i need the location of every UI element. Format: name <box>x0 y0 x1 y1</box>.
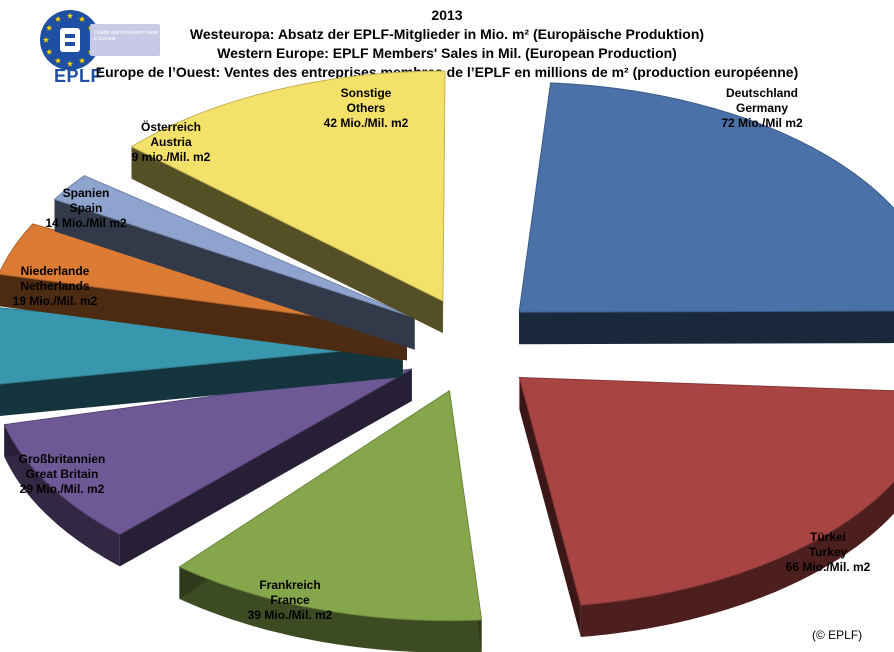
slice-top-others <box>130 70 446 302</box>
slice-top-germany <box>518 82 894 313</box>
copyright-note: (© EPLF) <box>812 628 863 642</box>
label-france-en: France <box>270 593 310 607</box>
slice-wall-gb-0 <box>119 368 412 567</box>
label-others-value: 42 Mio./Mil. m2 <box>323 116 409 130</box>
slice-germany <box>518 82 894 345</box>
slice-top-turkey <box>518 376 894 606</box>
label-germany-en: Germany <box>735 101 789 115</box>
emblem-star <box>42 36 50 43</box>
slice-wall-spain-0 <box>0 274 407 361</box>
label-austria-de: Österreich <box>140 120 202 134</box>
label-netherlands: Niederlande Netherlands 19 Mio./Mil. m2 <box>4 264 106 309</box>
label-germany-de: Deutschland <box>725 86 798 100</box>
emblem-star <box>78 57 86 64</box>
eplf-logo: Quality and Innovation made in Europe EP… <box>34 6 164 86</box>
emblem-star <box>46 48 53 55</box>
label-germany: Deutschland Germany 72 Mio./Mil m2 <box>700 86 824 131</box>
slice-wall-others-0 <box>131 146 443 334</box>
slice-austria <box>53 175 415 350</box>
label-france-de: Frankreich <box>259 578 321 592</box>
logo-tagline: Quality and Innovation made in Europe <box>94 30 158 42</box>
label-great-britain: Großbritannien Great Britain 29 Mio./Mil… <box>4 452 120 497</box>
slice-top-austria <box>53 175 415 319</box>
emblem-star <box>46 24 53 31</box>
emblem-star <box>66 12 74 19</box>
label-spain-value: 14 Mio./Mil m2 <box>45 216 127 230</box>
label-nl-value: 19 Mio./Mil. m2 <box>12 294 98 308</box>
pie-slices <box>0 70 894 652</box>
label-gb-en: Great Britain <box>25 467 99 481</box>
logo-tagline-panel: Quality and Innovation made in Europe <box>90 24 160 56</box>
title-german: Westeuropa: Absatz der EPLF-Mitglieder i… <box>189 26 705 42</box>
title-french: Europe de l’Ouest: Ventes des entreprise… <box>95 64 799 80</box>
slice-wall-austria-0 <box>54 199 415 350</box>
slice-top-nl <box>0 307 403 385</box>
label-turkey-de: Türkei <box>809 530 846 544</box>
emblem-star <box>78 16 86 22</box>
slice-gb <box>3 368 413 567</box>
emblem-star <box>54 16 62 22</box>
label-gb-value: 29 Mio./Mil. m2 <box>19 482 105 496</box>
label-france-value: 39 Mio./Mil. m2 <box>247 608 333 622</box>
slice-side-turkey <box>580 481 894 637</box>
label-germany-value: 72 Mio./Mil m2 <box>721 116 803 130</box>
slice-wall-turkey-1 <box>519 377 581 638</box>
title-english: Western Europe: EPLF Members' Sales in M… <box>217 45 677 61</box>
slice-others <box>130 70 446 334</box>
chart-titles: 2013 Westeuropa: Absatz der EPLF-Mitglie… <box>0 6 894 82</box>
slice-wall-germany-1 <box>519 311 894 345</box>
slice-side-gb <box>4 424 120 567</box>
label-austria-en: Austria <box>150 135 192 149</box>
label-gb-de: Großbritannien <box>18 452 106 466</box>
label-austria: Österreich Austria 9 mio./Mil. m2 <box>116 120 226 165</box>
label-spain-de: Spanien <box>62 186 110 200</box>
emblem-star <box>66 60 74 67</box>
label-france: Frankreich France 39 Mio./Mil. m2 <box>230 578 350 623</box>
emblem-star <box>54 57 62 64</box>
label-nl-en: Netherlands <box>20 279 90 293</box>
label-turkey-value: 66 Mio./Mil. m2 <box>785 560 871 574</box>
slice-top-gb <box>3 368 413 535</box>
slice-side-france <box>179 566 482 652</box>
slice-top-france <box>178 389 483 622</box>
label-nl-de: Niederlande <box>20 264 90 278</box>
label-others: Sonstige Others 42 Mio./Mil. m2 <box>306 86 426 131</box>
label-turkey: Türkei Turkey 66 Mio./Mil. m2 <box>766 530 890 575</box>
label-others-de: Sonstige <box>340 86 392 100</box>
slice-turkey <box>518 376 894 638</box>
label-spain-en: Spain <box>69 201 103 215</box>
logo-name: EPLF <box>54 66 103 86</box>
label-austria-value: 9 mio./Mil. m2 <box>131 150 211 164</box>
slice-nl <box>0 307 403 416</box>
slice-france <box>178 389 483 652</box>
label-turkey-en: Turkey <box>808 545 848 559</box>
title-year: 2013 <box>431 7 463 23</box>
eu-stars-emblem <box>40 10 100 70</box>
label-spain: Spanien Spain 14 Mio./Mil m2 <box>36 186 136 231</box>
label-others-en: Others <box>346 101 386 115</box>
